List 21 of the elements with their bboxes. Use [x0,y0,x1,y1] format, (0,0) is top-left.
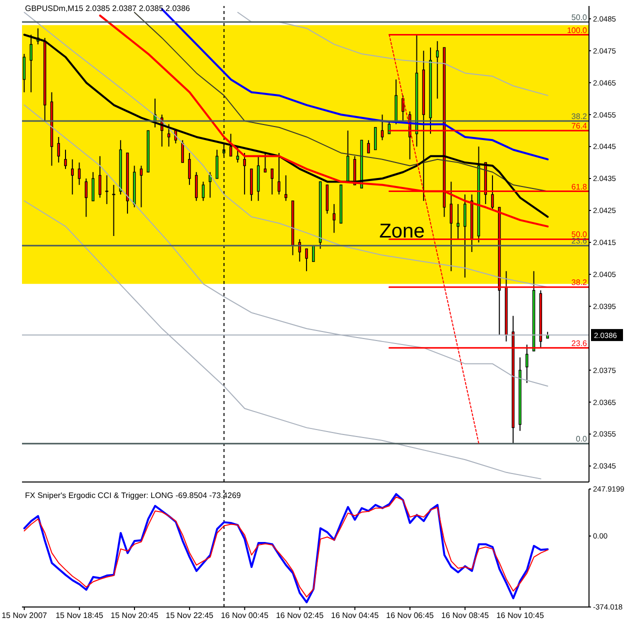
x-tick-label: 15 Nov 20:45 [110,611,159,620]
series-label: 76.4 [571,122,588,131]
x-tick-label: 15 Nov 2007 [2,611,48,620]
x-tick-label: 15 Nov 22:45 [166,611,214,620]
band-label: Zone [379,220,425,242]
series-label: 38.2 [571,112,588,122]
x-tick-label: 16 Nov 02:45 [276,611,324,620]
series-label: 23.6 [571,338,588,348]
series-label: 50.0 [571,230,588,240]
chart-title: FX Sniper's Ergodic CCI & Trigger: LONG -69.8504 -73.4269 [25,491,241,501]
chart-title: GBPUSDm,M15 2.0385 2.0387 2.0385 2.0386 [25,4,190,14]
x-tick-label: 16 Nov 04:45 [331,611,380,620]
series-label: 61.8 [571,182,588,192]
x-tick-label: 16 Nov 10:45 [496,611,544,620]
x-tick-label: 16 Nov 08:45 [441,611,490,620]
x-tick-label: 16 Nov 00:45 [220,611,270,620]
x-tick-label: 15 Nov 18:45 [56,611,104,620]
x-tick-label: 16 Nov 06:45 [386,611,434,620]
series-label: 0.0 [576,434,588,444]
series-label: 50.0 [571,12,588,22]
series-label: 100.0 [566,26,588,35]
